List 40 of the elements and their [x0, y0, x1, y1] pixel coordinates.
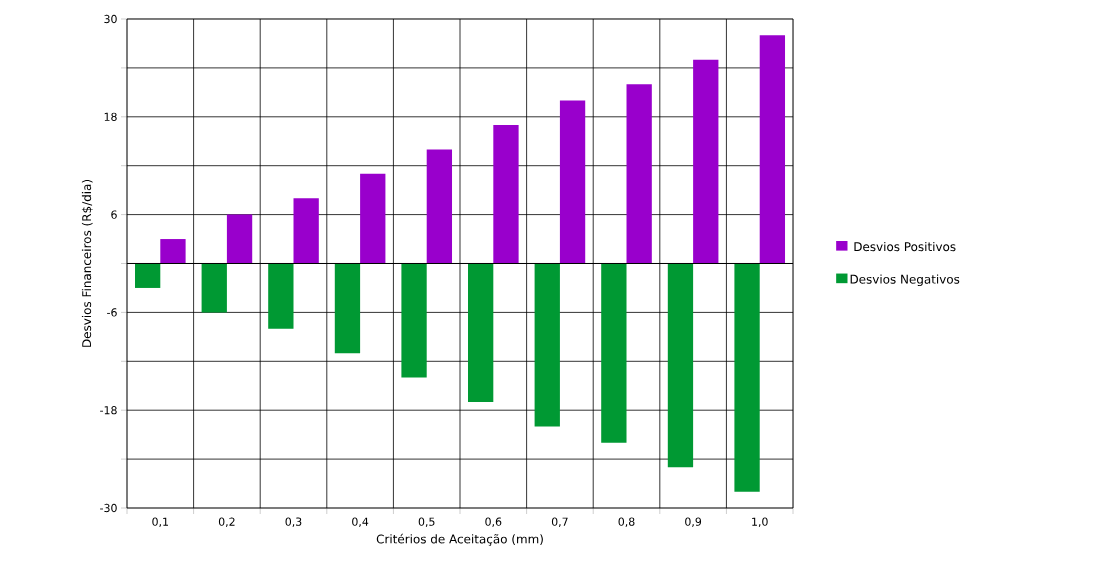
y-tick-label: 18 [104, 112, 117, 121]
legend-label: Desvios Negativos [850, 274, 960, 287]
x-tick-label: 0,9 [685, 517, 702, 527]
bar [759, 35, 786, 264]
x-tick-label: 0,5 [418, 517, 435, 527]
x-tick-label: 0,8 [618, 517, 635, 527]
bar [360, 173, 386, 264]
y-axis-title: Desvios Financeiros (R$/dia) [81, 179, 93, 347]
bar [667, 263, 694, 468]
y-tick-label: -6 [107, 308, 117, 317]
x-axis-title: Critérios de Aceitação (mm) [376, 533, 543, 546]
bar [626, 84, 652, 264]
bar [493, 124, 519, 264]
bar [268, 263, 294, 329]
x-tick-label: 0,3 [285, 517, 302, 527]
bar [601, 263, 627, 443]
x-tick-label: 0,7 [551, 517, 568, 527]
bar [468, 263, 494, 403]
x-tick-label: 0,4 [352, 517, 369, 527]
bar [426, 149, 453, 264]
bar [401, 263, 427, 378]
bar [693, 59, 719, 264]
legend-label: Desvios Positivos [854, 241, 956, 252]
y-tick-label: -30 [100, 503, 117, 513]
bar [534, 263, 560, 427]
bar [134, 263, 161, 288]
bar [734, 263, 760, 492]
x-tick-label: 0,1 [152, 517, 168, 527]
x-tick-label: 0,2 [218, 517, 235, 527]
bar [334, 263, 361, 354]
y-tick-label: 30 [104, 14, 117, 24]
bar [201, 263, 227, 313]
y-tick-label: 6 [111, 210, 117, 219]
bar [559, 100, 586, 264]
x-tick-label: 0,6 [485, 517, 502, 527]
bar [226, 214, 253, 264]
x-tick-label: 1,0 [752, 517, 768, 527]
y-tick-label: -18 [100, 406, 117, 415]
bar [160, 239, 186, 264]
bar [293, 198, 319, 264]
